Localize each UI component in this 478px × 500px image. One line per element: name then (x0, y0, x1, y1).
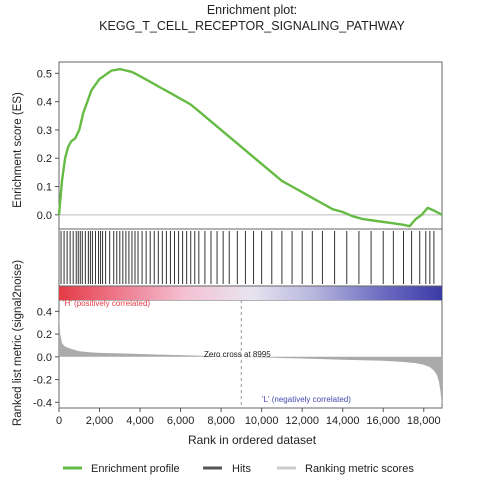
es-tick-label: 0.5 (37, 68, 52, 80)
metric-axis-label: Ranked list metric (signal2noise) (12, 260, 24, 426)
x-tick-label: 18,000 (407, 415, 441, 427)
x-tick-label: 14,000 (326, 415, 360, 427)
es-tick-label: 0.0 (37, 210, 52, 222)
x-tick-label: 8,000 (207, 415, 235, 427)
x-axis: 0 2,000 4,000 6,000 8,000 10,000 12,000 14,000 1… (56, 408, 441, 427)
x-tick-label: 4,000 (126, 415, 154, 427)
es-panel: 0.0 0.1 0.2 0.3 0.4 0.5 (37, 67, 443, 228)
x-tick-label: 0 (56, 415, 62, 427)
enrichment-profile-line (57, 67, 443, 228)
zero-cross-label: Zero cross at 8995 (204, 350, 271, 359)
es-tick-label: 0.2 (37, 153, 52, 165)
metric-tick-label: 0.4 (37, 306, 52, 318)
gradient-bar-fill (59, 286, 442, 300)
metric-panel: 0.4 0.2 0.0 -0.2 -0.4 (33, 300, 442, 409)
legend: Enrichment profile Hits Ranking metric s… (63, 463, 414, 475)
x-tick-label: 2,000 (86, 415, 114, 427)
legend-label-hits: Hits (232, 463, 251, 475)
es-panel-frame (58, 61, 443, 230)
x-tick-label: 6,000 (167, 415, 195, 427)
ranking-metric-area (59, 311, 442, 405)
legend-label-enrichment: Enrichment profile (91, 463, 180, 475)
gradient-bar (59, 285, 442, 300)
metric-tick-label: 0.0 (37, 352, 52, 364)
positive-correlation-label: 'H' (positively correlated) (63, 299, 150, 308)
metric-tick-label: -0.2 (33, 375, 52, 387)
es-tick-label: 0.4 (37, 97, 52, 109)
x-tick-label: 12,000 (285, 415, 319, 427)
metric-tick-label: 0.2 (37, 329, 52, 341)
hits-panel (60, 231, 435, 284)
x-axis-label: Rank in ordered dataset (188, 433, 317, 447)
chart-title: Enrichment plot: (207, 3, 297, 17)
chart-subtitle: KEGG_T_CELL_RECEPTOR_SIGNALING_PATHWAY (99, 19, 405, 33)
metric-tick-label: -0.4 (33, 397, 52, 409)
es-tick-label: 0.1 (37, 182, 52, 194)
x-tick-label: 10,000 (245, 415, 279, 427)
es-axis-label: Enrichment score (ES) (12, 92, 24, 208)
negative-correlation-label: 'L' (negatively correlated) (262, 395, 351, 404)
legend-label-ranking: Ranking metric scores (305, 463, 414, 475)
es-tick-label: 0.3 (37, 125, 52, 137)
x-tick-label: 16,000 (366, 415, 400, 427)
